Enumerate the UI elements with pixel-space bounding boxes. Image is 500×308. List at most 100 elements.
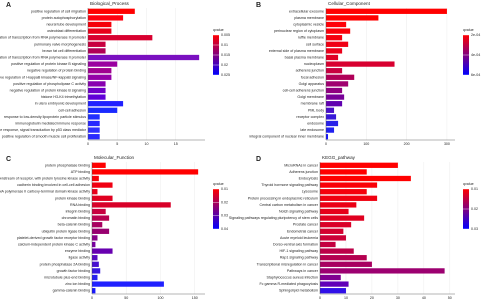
panel-letter: D [256, 156, 261, 163]
y-tick-label: Golgi apparatus [299, 82, 325, 86]
bar [320, 274, 341, 281]
bar [320, 268, 445, 274]
bar [326, 120, 339, 127]
y-tick-label: focal adhesion [301, 75, 324, 79]
y-tick-label: ruffle membrane [298, 36, 324, 40]
y-tick-label: Thyroid hormone signaling pathway [261, 183, 318, 187]
colorbar-label: 0.02 [221, 200, 228, 204]
bar [326, 127, 335, 133]
y-tick-label: basal plasma membrane [285, 55, 324, 59]
y-tick-label: external side of plasma membrane [269, 49, 324, 53]
bar [320, 222, 352, 228]
bar [326, 101, 343, 107]
bar [88, 94, 106, 100]
y-tick-label: positive regulation of smooth muscle cel… [2, 135, 86, 139]
bar [320, 195, 378, 201]
y-tick-label: cell-cell adhesion [58, 108, 86, 112]
y-tick-label: Acute myeloid leukemia [280, 236, 318, 240]
bar [88, 134, 100, 140]
y-tick-label: osteoblast differentiation [47, 29, 86, 33]
bar [88, 68, 112, 74]
y-tick-label: cell surface [306, 42, 324, 46]
y-tick-label: brown fat cell differentiation [42, 49, 86, 53]
x-tick-label: 10 [344, 296, 348, 300]
y-tick-label: Notch signaling pathway [279, 209, 318, 213]
y-tick-label: enzyme binding [65, 249, 90, 253]
x-tick-label: 50 [448, 296, 452, 300]
y-tick-label: protein phosphatase binding [45, 163, 90, 167]
colorbar [213, 189, 219, 229]
colorbar-label: 0.04 [221, 227, 228, 231]
y-tick-label: negative regulation of protein binding [27, 69, 86, 73]
panel-letter: B [256, 2, 261, 9]
bar [326, 68, 343, 74]
bar [92, 175, 99, 182]
y-tick-label: growth factor binding [57, 269, 90, 273]
y-tick-label: protein phosphatase 2A binding [40, 262, 90, 266]
panel-letter: A [6, 2, 11, 9]
y-tick-label: cadherin binding involved in cell-cell a… [17, 183, 90, 187]
y-tick-label: calcium-independent protein kinase C act… [18, 242, 90, 246]
y-tick-label: signal transducer, downstream of recepto… [0, 176, 90, 180]
bar [92, 261, 99, 267]
bar [92, 189, 98, 195]
y-tick-label: negative regulation of DNA damage respon… [0, 128, 87, 132]
bar [326, 107, 335, 113]
x-tick-label: 5 [116, 142, 118, 146]
y-tick-label: RNA binding [70, 203, 90, 207]
colorbar-label: 2e-04 [471, 33, 480, 37]
colorbar-label: 4e-04 [471, 53, 480, 57]
bar [92, 215, 110, 221]
y-tick-label: ubiquitin protein ligase binding [42, 229, 90, 233]
y-tick-label: perinuclear region of cytoplasm [274, 29, 324, 33]
y-tick-label: Central carbon metabolism in cancer [259, 203, 318, 207]
y-tick-label: cytoplasmic vesicle [293, 22, 324, 26]
y-tick-label: cell-cell adherens junction [283, 88, 324, 92]
bar [88, 8, 135, 14]
bar [88, 61, 118, 67]
bar [92, 169, 199, 175]
y-tick-label: Pathways in cancer [287, 269, 319, 273]
bar [92, 228, 110, 234]
bar [92, 255, 98, 261]
bar [92, 241, 96, 248]
bar [320, 288, 346, 294]
bar [88, 107, 118, 113]
y-tick-label: immunoglobulin mediated immune response [15, 121, 86, 125]
bar [88, 127, 100, 133]
y-tick-label: histone H3-K4 trimethylation [41, 95, 86, 99]
legend-title: qvalue [463, 28, 474, 32]
x-tick-label: 40 [422, 296, 426, 300]
y-tick-label: positive regulation of I-kappaB kinase/N… [0, 75, 86, 79]
bar [326, 8, 447, 14]
y-tick-label: endosome [307, 121, 324, 125]
y-tick-label: Endocytosis [299, 176, 319, 180]
y-tick-label: Staphylococcus aureus infection [266, 275, 318, 279]
y-tick-label: negative regulation of protein kinase B … [10, 88, 86, 92]
y-tick-label: HIF-1 signaling pathway [279, 249, 318, 253]
y-tick-label: protein kinase binding [55, 196, 90, 200]
y-tick-label: response to low-density lipoprotein part… [4, 115, 86, 119]
y-tick-label: receptor complex [296, 115, 324, 119]
x-tick-label: 50 [124, 296, 128, 300]
bar [88, 21, 112, 28]
bar [88, 35, 153, 41]
bar [88, 81, 106, 87]
y-tick-label: chromatin binding [62, 216, 90, 220]
y-tick-label: Rap1 signaling pathway [280, 256, 318, 260]
bar [92, 248, 113, 254]
y-tick-label: adherens junction [296, 69, 324, 73]
y-tick-label: late endosome [300, 128, 324, 132]
bar [326, 114, 337, 120]
bar [320, 162, 398, 168]
bar [88, 54, 200, 61]
y-tick-label: Adherens junction [289, 170, 318, 174]
y-tick-label: Protein processing in endoplasmic reticu… [248, 196, 318, 200]
bar [92, 281, 164, 287]
x-tick-label: 200 [404, 142, 410, 146]
y-tick-label: Signaling pathways regulating pluripoten… [229, 216, 318, 220]
y-tick-label: in utero embryonic development [35, 102, 86, 106]
y-tick-label: ATP binding [71, 170, 90, 174]
bar [326, 28, 351, 34]
bar [88, 120, 100, 127]
